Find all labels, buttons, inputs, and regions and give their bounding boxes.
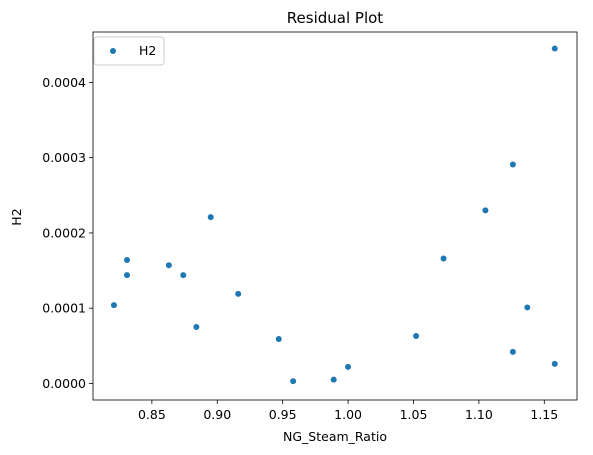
data-point [524, 304, 531, 311]
data-point [110, 302, 117, 309]
data-point [180, 272, 187, 279]
points-layer [110, 45, 558, 385]
legend: H2 [93, 36, 165, 66]
x-tick-label: 1.05 [400, 407, 428, 422]
x-tick-label: 0.85 [138, 407, 166, 422]
data-point [509, 348, 516, 355]
plot-area-frame [92, 31, 578, 401]
x-axis-title: NG_Steam_Ratio [283, 429, 387, 444]
data-point [440, 255, 447, 262]
legend-label: H2 [139, 43, 156, 58]
data-point [345, 363, 352, 370]
y-tick-label: 0.0002 [42, 225, 86, 240]
data-point [509, 161, 516, 168]
data-point [330, 376, 337, 383]
data-point [207, 214, 214, 221]
x-tick-label: 0.95 [269, 407, 297, 422]
data-point [413, 333, 420, 340]
data-point [290, 378, 297, 385]
x-tick-label: 1.00 [334, 407, 362, 422]
x-tick-label: 0.90 [203, 407, 231, 422]
data-point [551, 45, 558, 52]
data-point [193, 324, 200, 330]
data-point [124, 272, 131, 279]
x-tick-label: 1.10 [465, 407, 493, 422]
y-axis: 0.0000 0.0001 0.0002 0.0003 0.0004 [42, 75, 93, 391]
y-tick-label: 0.0000 [42, 376, 86, 391]
y-tick-label: 0.0001 [42, 301, 86, 316]
legend-box [93, 36, 165, 66]
x-tick-label: 1.15 [530, 407, 558, 422]
y-axis-title: H2 [9, 208, 24, 225]
data-point [275, 336, 282, 343]
chart-title: Residual Plot [287, 9, 384, 27]
data-point [482, 207, 489, 214]
legend-marker [110, 48, 116, 54]
y-tick-label: 0.0003 [42, 150, 86, 165]
data-point [235, 290, 242, 297]
data-point [165, 262, 172, 269]
x-axis: 0.85 0.90 0.95 1.00 1.05 1.10 1.15 [138, 400, 558, 422]
data-point [551, 360, 558, 367]
data-point [124, 257, 131, 264]
y-tick-label: 0.0004 [42, 75, 86, 90]
